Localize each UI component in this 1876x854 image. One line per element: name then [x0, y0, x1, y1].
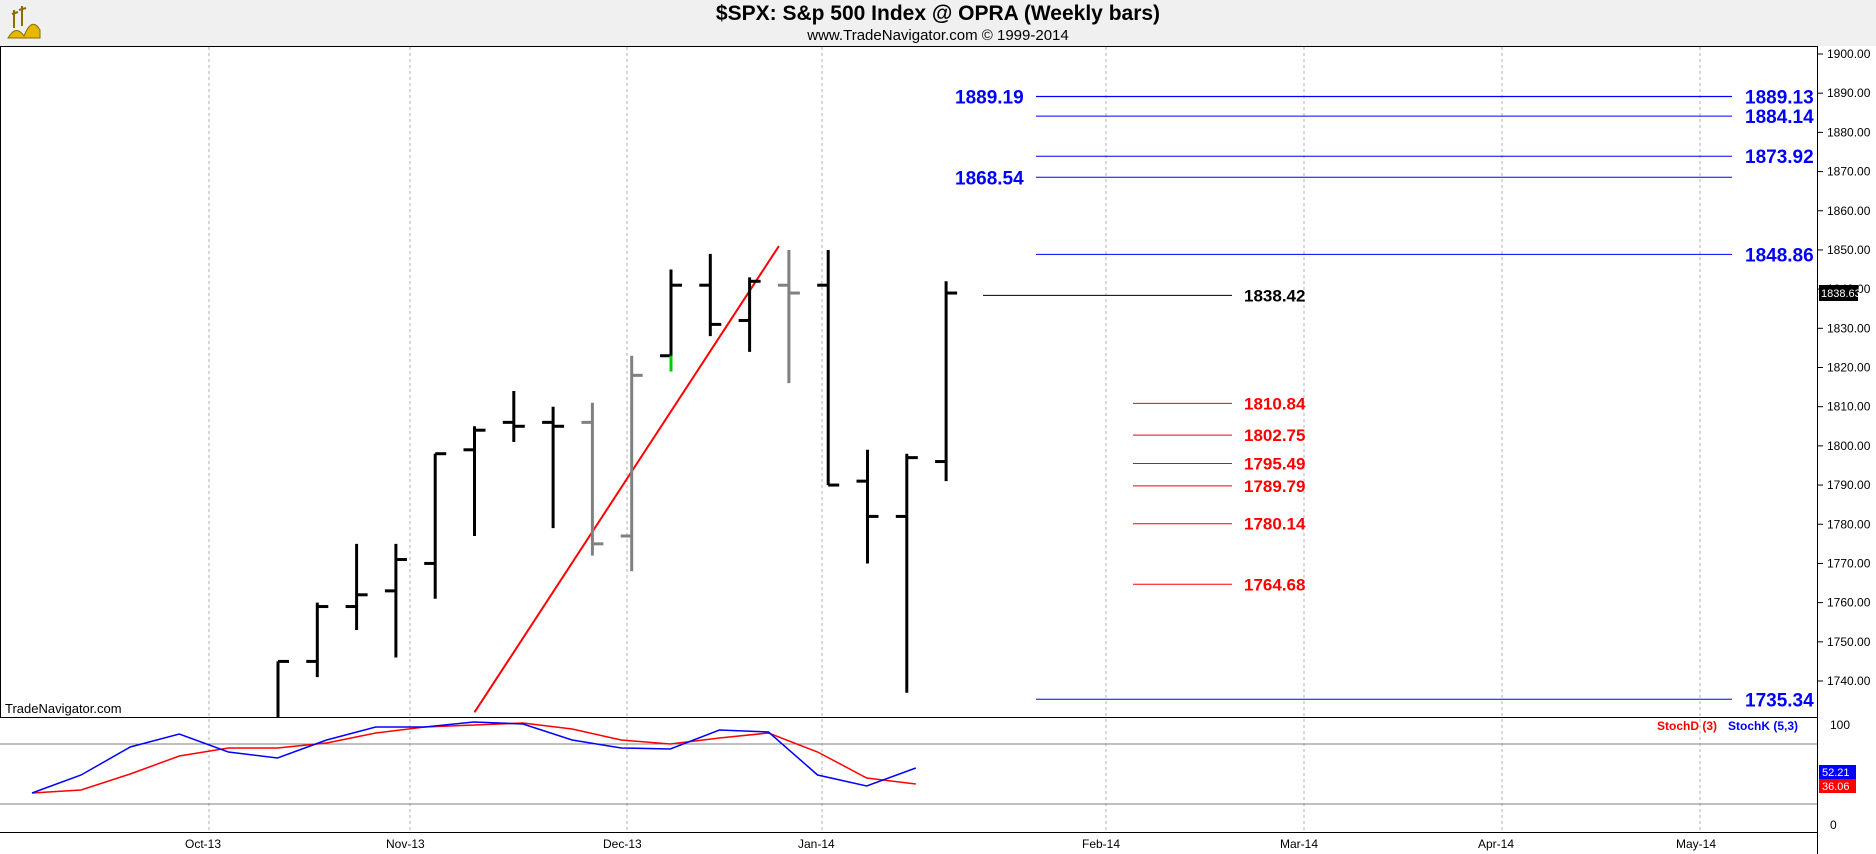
blue-level-label: 1848.86	[1745, 245, 1814, 266]
y-tick-label: 1860.00	[1827, 204, 1871, 218]
x-tick-label: Mar-14	[1280, 837, 1318, 851]
y-tick-label: 1770.00	[1827, 556, 1871, 570]
y-tick-label: 1900.00	[1827, 47, 1871, 61]
red-level-label: 1764.68	[1244, 575, 1305, 594]
x-tick-label: Oct-13	[185, 837, 221, 851]
ohlc-bar	[620, 355, 643, 572]
y-tick-label: 1820.00	[1827, 361, 1871, 375]
last-price-badge: 1838.63	[1819, 285, 1861, 301]
ohlc-bar	[542, 406, 565, 529]
ohlc-bar	[699, 253, 722, 337]
ohlc-bar	[817, 249, 840, 487]
stoch-legend-k: StochK (5,3)	[1728, 719, 1798, 733]
ohlc-bar	[738, 277, 761, 352]
y-tick-label: 1750.00	[1827, 635, 1871, 649]
y-tick-label: 1760.00	[1827, 596, 1871, 610]
blue-level-label: 1884.14	[1745, 107, 1814, 128]
ohlc-bar	[856, 449, 879, 564]
ohlc-bar	[895, 453, 918, 693]
ohlc-bar	[384, 543, 407, 658]
y-tick-label: 1890.00	[1827, 86, 1871, 100]
ohlc-bar	[935, 281, 958, 482]
red-level-label: 1795.49	[1244, 455, 1305, 474]
ohlc-bar	[660, 269, 682, 372]
black-level-label: 1838.42	[1244, 286, 1305, 305]
stoch-d-badge: 36.06	[1819, 779, 1856, 793]
tradenavigator-logo	[7, 6, 41, 39]
x-tick-label: Nov-13	[386, 837, 425, 851]
blue-level-label: 1868.54	[955, 168, 1024, 189]
ohlc-bar	[306, 602, 329, 678]
stoch-k-badge: 52.21	[1819, 765, 1856, 779]
ohlc-bars	[276, 249, 958, 717]
x-tick-label: Jan-14	[798, 837, 835, 851]
grid-lines	[208, 47, 1701, 832]
ohlc-bar	[777, 249, 800, 384]
ohlc-bar	[276, 659, 289, 717]
last-price-label: 1838.63	[1821, 288, 1861, 300]
y-tick-label: 1800.00	[1827, 439, 1871, 453]
x-tick-label: Feb-14	[1082, 837, 1120, 851]
chart-header: $SPX: S&p 500 Index @ OPRA (Weekly bars)…	[0, 0, 1876, 46]
ohlc-bar	[463, 426, 486, 537]
stoch-series-line	[31, 722, 916, 794]
stoch-k-last: 52.21	[1822, 767, 1850, 779]
price-panel	[0, 46, 1818, 718]
chart-title: $SPX: S&p 500 Index @ OPRA (Weekly bars)	[715, 2, 1161, 25]
stoch-legend-d: StochD (3)	[1657, 719, 1717, 733]
red-level-label: 1802.75	[1244, 426, 1305, 445]
ohlc-bar	[345, 543, 368, 631]
x-axis: Oct-13 Nov-13 Dec-13 Jan-14 Feb-14 Mar-14 Apr-…	[185, 837, 1716, 851]
stoch-d-last: 36.06	[1822, 781, 1850, 793]
ohlc-bar	[581, 402, 604, 556]
y-axis: 1740.00 1750.00 1760.00 1770.00 1780.00 1790.…	[1817, 47, 1871, 688]
x-tick-label: May-14	[1676, 837, 1716, 851]
stoch-tick-100: 100	[1830, 718, 1850, 732]
blue-level-label: 1889.13	[1745, 88, 1814, 109]
y-tick-label: 1870.00	[1827, 165, 1871, 179]
blue-level-label: 1735.34	[1745, 690, 1814, 711]
y-tick-label: 1850.00	[1827, 243, 1871, 257]
watermark: TradeNavigator.com	[5, 701, 122, 716]
y-tick-label: 1740.00	[1827, 674, 1871, 688]
stoch-tick-0: 0	[1830, 818, 1837, 832]
y-tick-label: 1810.00	[1827, 400, 1871, 414]
y-tick-label: 1780.00	[1827, 517, 1871, 531]
ohlc-bar	[424, 452, 447, 599]
trendline-layer	[473, 245, 780, 713]
y-tick-label: 1880.00	[1827, 125, 1871, 139]
blue-level-label: 1873.92	[1745, 147, 1814, 168]
blue-level-label: 1889.19	[955, 87, 1024, 108]
x-tick-label: Apr-14	[1478, 837, 1514, 851]
chart-subtitle: www.TradeNavigator.com © 1999-2014	[807, 27, 1069, 44]
red-level-label: 1810.84	[1244, 394, 1306, 413]
red-level-label: 1780.14	[1244, 515, 1306, 534]
y-tick-label: 1830.00	[1827, 321, 1871, 335]
y-tick-label: 1790.00	[1827, 478, 1871, 492]
red-level-label: 1789.79	[1244, 477, 1305, 496]
stochastic-panel	[0, 721, 1817, 805]
x-tick-label: Dec-13	[603, 837, 642, 851]
ohlc-bar	[502, 391, 525, 442]
stoch-series-line	[31, 721, 917, 794]
trendline	[473, 245, 780, 713]
